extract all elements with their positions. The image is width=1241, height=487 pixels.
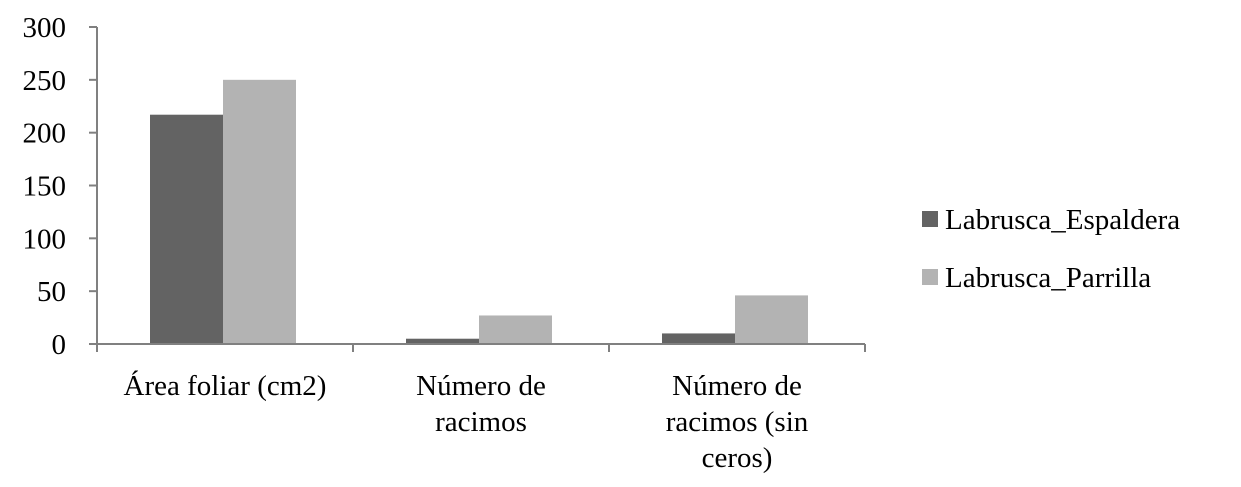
y-tick-label: 50 [37,276,66,308]
x-category-label: racimos [435,406,527,438]
x-ticks-group: Área foliar (cm2) Número de racimos Número … [97,344,865,474]
bar-1-1 [150,115,223,344]
legend-swatch [922,211,938,227]
bar-2-2 [479,315,552,344]
legend-label: Labrusca_Espaldera [945,204,1180,236]
x-category-label: ceros) [702,442,773,474]
bar-2-1 [223,80,296,344]
x-category-label: Número de [672,370,802,402]
bar-1-3 [662,333,735,344]
y-tick-label: 0 [52,329,67,361]
bars-group [150,80,808,344]
y-tick-label: 200 [23,118,67,150]
y-tick-label: 100 [23,223,67,255]
y-tick-label: 300 [23,12,67,44]
legend-swatch [922,269,938,285]
y-ticks-group: 0 50 100 150 200 250 300 [23,12,98,361]
x-category-label: Número de [416,370,546,402]
legend-label: Labrusca_Parrilla [945,262,1151,294]
y-tick-label: 250 [23,65,67,97]
legend: Labrusca_Espaldera Labrusca_Parrilla [922,204,1180,294]
bar-2-3 [735,295,808,344]
x-category-label: racimos (sin [666,406,809,438]
y-tick-label: 150 [23,171,67,203]
x-category-label: Área foliar (cm2) [124,369,327,402]
